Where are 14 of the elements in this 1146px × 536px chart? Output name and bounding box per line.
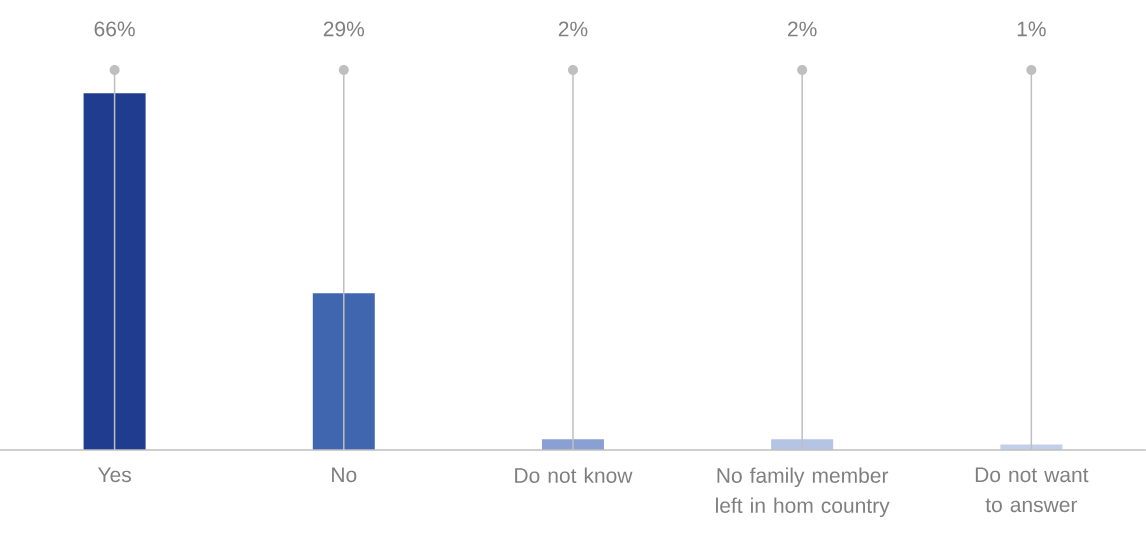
bar <box>541 439 604 450</box>
data-label: 66% <box>94 21 135 37</box>
data-label: 29% <box>323 21 365 37</box>
x-tick-label: Yes <box>97 467 131 483</box>
bar <box>312 293 375 450</box>
bar <box>83 93 146 450</box>
x-tick-label: Do not want to answer <box>975 467 1089 513</box>
data-label: 1% <box>1017 21 1046 37</box>
x-tick-label: Do not know <box>515 467 633 483</box>
bar <box>771 439 834 450</box>
data-label: 2% <box>788 21 817 37</box>
x-tick-label: No family member left in hom country <box>716 467 890 518</box>
x-tick-label: No <box>332 467 357 483</box>
data-label: 2% <box>558 21 588 37</box>
